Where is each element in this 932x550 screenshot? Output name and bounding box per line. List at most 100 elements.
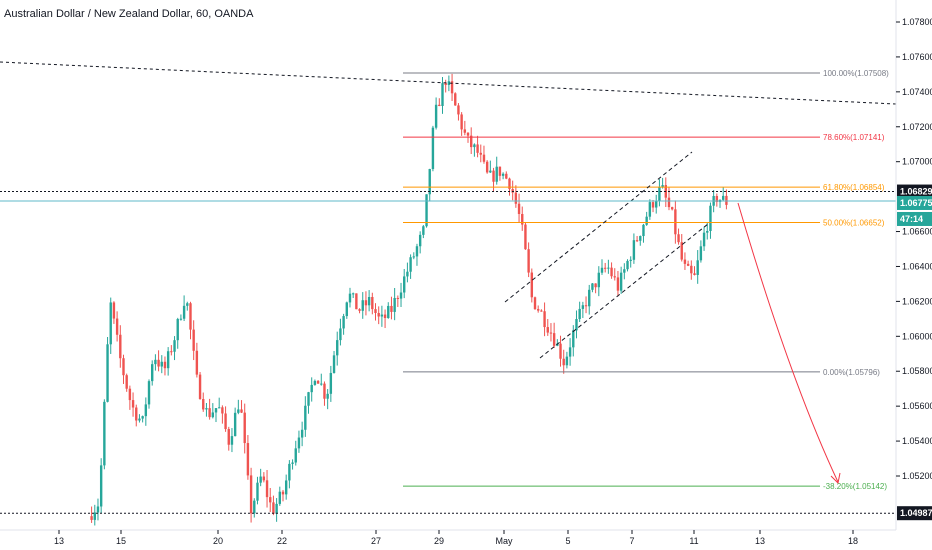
candle-body [326,393,329,399]
candle-body [607,267,610,269]
candle-body [294,448,297,463]
candle-body [686,263,690,266]
candle-body [214,408,218,413]
candle-body [645,216,648,225]
candle-body [109,302,112,345]
candle-body [441,83,444,106]
candle-body [559,343,562,359]
candle-body [603,267,607,269]
candle-body [546,327,549,333]
candle-body [166,351,170,369]
candle-body [415,246,419,257]
x-tick-label: 20 [213,536,223,546]
projection-curve [737,202,839,483]
candle-body [128,388,132,401]
candle-body [329,372,333,394]
candle-body [639,236,642,241]
x-tick-label: 7 [629,536,634,546]
candle-body [278,491,282,504]
candle-body [457,105,460,115]
candle-body [632,240,636,260]
candle-body [680,242,683,260]
candle-body [699,246,703,261]
price-axis[interactable]: 1.07800 1.07600 1.07400 1.07200 1.07000 1.066… [896,17,932,481]
candle-body [195,350,199,375]
candle-body [715,196,719,202]
candle-body [259,476,262,483]
candle-body [403,276,406,293]
candle-body [722,195,725,200]
candle-body [96,506,100,513]
candle-body [307,392,310,406]
time-axis[interactable]: 13 15 20 22 27 29 May 5 7 11 13 18 [54,530,858,546]
candle-body [479,152,482,155]
candle-body [125,375,128,389]
candle-body [390,305,393,312]
channel-lower-line [539,223,709,359]
candle-body [543,311,546,328]
candle-body [186,303,189,306]
x-tick-label: 13 [755,536,765,546]
y-tick-label: 1.06000 [902,331,932,341]
price-badge-label: 1.06829 [900,187,932,197]
candle-body [332,355,336,373]
chart-title: Australian Dollar / New Zealand Dollar, … [4,8,254,20]
candle-body [594,283,597,288]
candle-body [230,436,234,445]
candle-body [524,224,527,250]
candle-body [658,187,661,202]
candle-body [562,358,565,366]
candle-body [655,201,658,208]
candle-body [431,127,435,170]
candle-body [444,83,447,85]
candle-body [147,381,151,405]
candle-body [160,361,163,367]
candle-body [495,166,498,182]
candle-body [492,170,495,182]
candle-body [619,272,623,291]
candle-body [447,81,451,85]
candle-body [508,178,511,190]
candle-body [536,309,540,311]
candle-body [610,267,613,277]
candle-body [300,429,304,438]
candle-body [565,356,569,366]
candle-body [597,272,601,288]
y-tick-label: 1.05600 [902,401,932,411]
candle-body [93,512,96,520]
candle-body [387,305,390,318]
candle-body [131,400,135,408]
candle-body [233,412,237,437]
candle-body [422,226,425,235]
candle-body [182,305,186,319]
candle-body [380,314,384,317]
candle-body [629,259,632,261]
candle-body [651,202,655,208]
candle-body [648,202,652,217]
candle-body [511,189,514,193]
candle-body [310,384,313,393]
candle-body [256,482,259,501]
candle-body [374,309,377,313]
candle-body [243,412,246,444]
candle-body [342,316,345,329]
candle-body [584,305,588,307]
candle-body [151,364,154,382]
candle-body [466,132,470,136]
x-tick-label: 22 [277,536,287,546]
candle-body [284,480,288,495]
candle-body [154,359,157,365]
candle-body [253,500,256,514]
y-tick-label: 1.05800 [902,366,932,376]
y-tick-label: 1.07600 [902,52,932,62]
candle-body [690,265,693,274]
candle-body [725,195,728,205]
candle-body [626,260,629,270]
candle-body [361,300,364,311]
candle-body [696,260,699,275]
price-badge-label: 47:14 [900,214,923,224]
